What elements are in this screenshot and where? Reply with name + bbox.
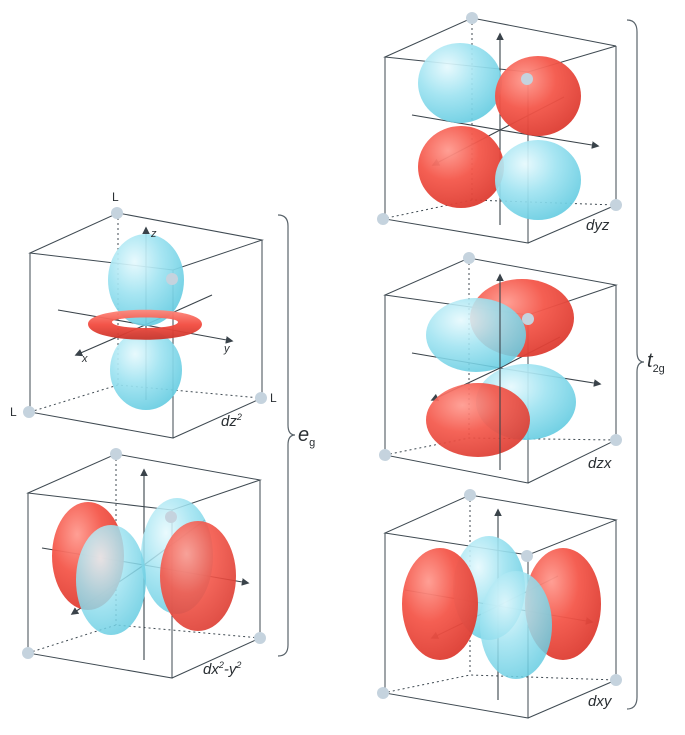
orbital-label-dz2: dz2 <box>221 412 242 430</box>
eg-brace <box>277 214 296 657</box>
orbital-lobe-red-bottom-left <box>418 126 504 208</box>
orbital-label-dyz: dyz <box>586 217 610 234</box>
orbital-lobe-red-left <box>402 548 478 660</box>
cube-dx2-y2 <box>22 448 266 679</box>
group-label-eg: eg <box>298 424 316 449</box>
cube-dz2 <box>23 207 267 439</box>
axis-label-z: z <box>151 228 157 240</box>
orbital-lobe-blue-front <box>76 525 146 635</box>
orbital-label-dxy: dxy <box>588 693 612 710</box>
ligand-label-right: L <box>270 391 277 405</box>
orbital-lobe-blue-top-left <box>418 43 502 123</box>
group-label-t2g: t2g <box>647 350 665 375</box>
orbital-label-dx2-y2: dx2-y2 <box>203 660 242 678</box>
orbital-torus <box>88 309 202 340</box>
ligand-label-top: L <box>112 190 119 204</box>
orbital-label-dzx: dzx <box>588 455 612 472</box>
orbital-lobe-red-front-bottom <box>426 383 530 457</box>
axis-label-x: x <box>82 353 88 365</box>
orbital-lobe-blue-bottom-right <box>495 140 581 220</box>
axis-label-y: y <box>224 343 230 355</box>
cube-dxy <box>377 489 622 719</box>
orbital-lobe-bottom <box>110 330 182 410</box>
orbital-lobe-red-top-right <box>495 56 581 136</box>
ligand-label-left: L <box>10 405 17 419</box>
orbital-lobe-blue-front-top <box>426 298 526 372</box>
cube-dzx <box>379 252 622 484</box>
t2g-brace <box>626 19 645 710</box>
cube-dyz <box>377 12 622 244</box>
orbital-lobe-blue-front <box>480 571 552 679</box>
orbital-lobe-red-right <box>160 521 236 631</box>
orbital-lobe-top <box>108 234 184 326</box>
